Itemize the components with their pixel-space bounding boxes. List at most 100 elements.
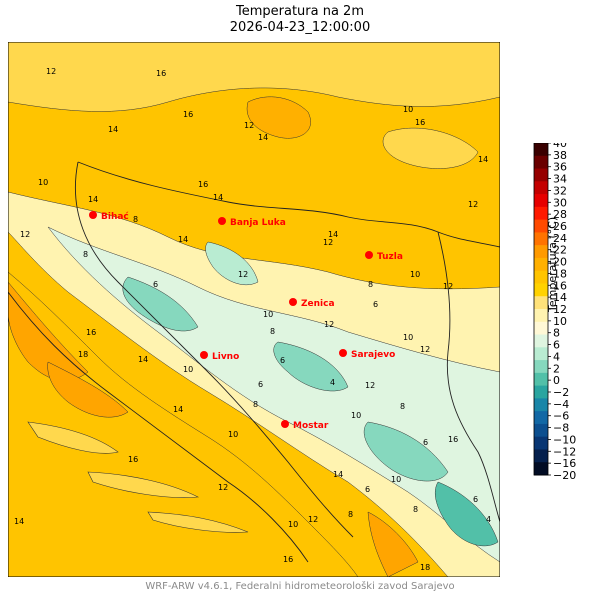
contour-label: 8 [270,327,275,336]
city-label-banja-luka: Banja Luka [230,218,286,228]
cold-patch-5 [205,241,259,286]
colorbar-swatch [534,181,548,195]
country-border-south [74,161,354,538]
colorbar-swatch [534,360,548,374]
colorbar: 4038363432302826242220181614121086420−2−… [533,143,576,482]
country-border [77,161,500,248]
footer-credit: WRF-ARW v4.6.1, Federalni hidrometeorolo… [145,581,455,592]
city-label-livno: Livno [212,352,239,362]
contour-label: 14 [258,133,268,142]
colorbar-tick-label: 38 [553,149,567,162]
coast-hot-3 [367,511,419,577]
city-marker-sarajevo [339,349,347,357]
contour-label: 12 [244,121,254,130]
contour-label: 12 [46,67,56,76]
contour-label: 12 [323,238,333,247]
contour-label: 8 [133,215,138,224]
contour-label: 12 [443,282,453,291]
colorbar-tick-label: −4 [553,398,569,411]
colorbar-swatch [534,436,548,450]
contour-label: 14 [333,470,343,479]
colorbar-tick-label: −6 [553,410,569,423]
contour-label: 8 [368,280,373,289]
contour-label: 18 [420,563,430,572]
cities: Bihać Banja Luka Tuzla Zenica Sarajevo Livno M… [89,211,403,431]
colorbar-tick-label: 34 [553,173,567,186]
island-1 [27,421,119,454]
city-marker-zenica [289,298,297,306]
colorbar-tick-label: 14 [553,291,567,304]
contour-label: 14 [213,193,223,202]
colorbar-tick-label: 12 [553,303,567,316]
colorbar-swatch [534,321,548,336]
cold-patch-2 [273,341,349,392]
coast-warm [8,271,359,577]
contour-label: 12 [238,270,248,279]
contour-label: 6 [473,495,478,504]
contour-label: 6 [280,356,285,365]
contour-label: 4 [486,515,491,524]
city-marker-bihać [89,211,97,219]
colorbar-tick-label: −10 [553,433,576,446]
contour-label: 4 [330,378,335,387]
warm-region-patch-2 [382,127,479,169]
colorbar-swatch [534,296,548,310]
contour-label: 16 [283,555,293,564]
colorbar-tick-label: 24 [553,232,567,245]
colorbar-swatch [534,206,548,221]
contour-label: 6 [365,485,370,494]
colorbar-swatch [534,155,548,170]
contour-label: 10 [391,475,401,484]
colorbar-tick-label: 18 [553,267,567,280]
colorbar-swatch [534,462,548,476]
contour-label: 10 [351,411,361,420]
contour-label: 12 [218,483,228,492]
colorbar-swatch [534,411,548,425]
cold-patch-3 [363,421,449,482]
contour-label: 8 [348,510,353,519]
colorbar-tick-label: 8 [553,327,560,340]
contour-label: 16 [86,328,96,337]
contour-label: 10 [263,310,273,319]
country-border-east [437,231,500,523]
contour-label: 6 [423,438,428,447]
colorbar-tick-label: 28 [553,208,567,221]
contour-label: 16 [156,69,166,78]
contour-label: 12 [365,381,375,390]
coast-hot-2 [47,361,129,418]
contour-label: 10 [403,333,413,342]
temperature-map: 12 16141612141016141216141214108141210128… [8,42,500,577]
contour-label: 14 [138,355,148,364]
chart-subtitle: 2026-04-23_12:00:00 [229,20,371,35]
contour-label: 10 [288,520,298,529]
colorbar-tick-label: 4 [553,350,560,363]
colorbar-tick-label: 36 [553,161,567,174]
city-label-zenica: Zenica [301,299,335,309]
colorbar-tick-label: 32 [553,184,567,197]
city-label-bihać: Bihać [101,211,129,222]
colorbar-tick-label: 40 [553,143,567,150]
colorbar-swatches [533,143,549,476]
colorbar-swatch [534,398,548,412]
contour-labels: 12 16141612141016141216141214108141210128… [14,67,491,572]
contour-label: 14 [88,195,98,204]
warm-region-patch [246,96,311,139]
contour-label: 16 [415,118,425,127]
contour-label: 14 [108,125,118,134]
colorbar-tick-label: 10 [553,315,567,328]
contour-label: 12 [468,200,478,209]
city-marker-livno [200,351,208,359]
city-label-sarajevo: Sarajevo [351,350,395,360]
colorbar-swatch [534,347,548,361]
colorbar-swatch [534,423,548,438]
colorbar-swatch [534,245,548,259]
contour-label: 10 [410,270,420,279]
colorbar-tick-label: 2 [553,362,560,375]
colorbar-swatch [534,168,548,182]
colorbar-tick-label: 26 [553,220,567,233]
colorbar-swatch [534,372,548,387]
contour-label: 10 [403,105,413,114]
island-3 [147,511,249,533]
contour-label: 8 [83,250,88,259]
colorbar-tick-label: 0 [553,374,560,387]
